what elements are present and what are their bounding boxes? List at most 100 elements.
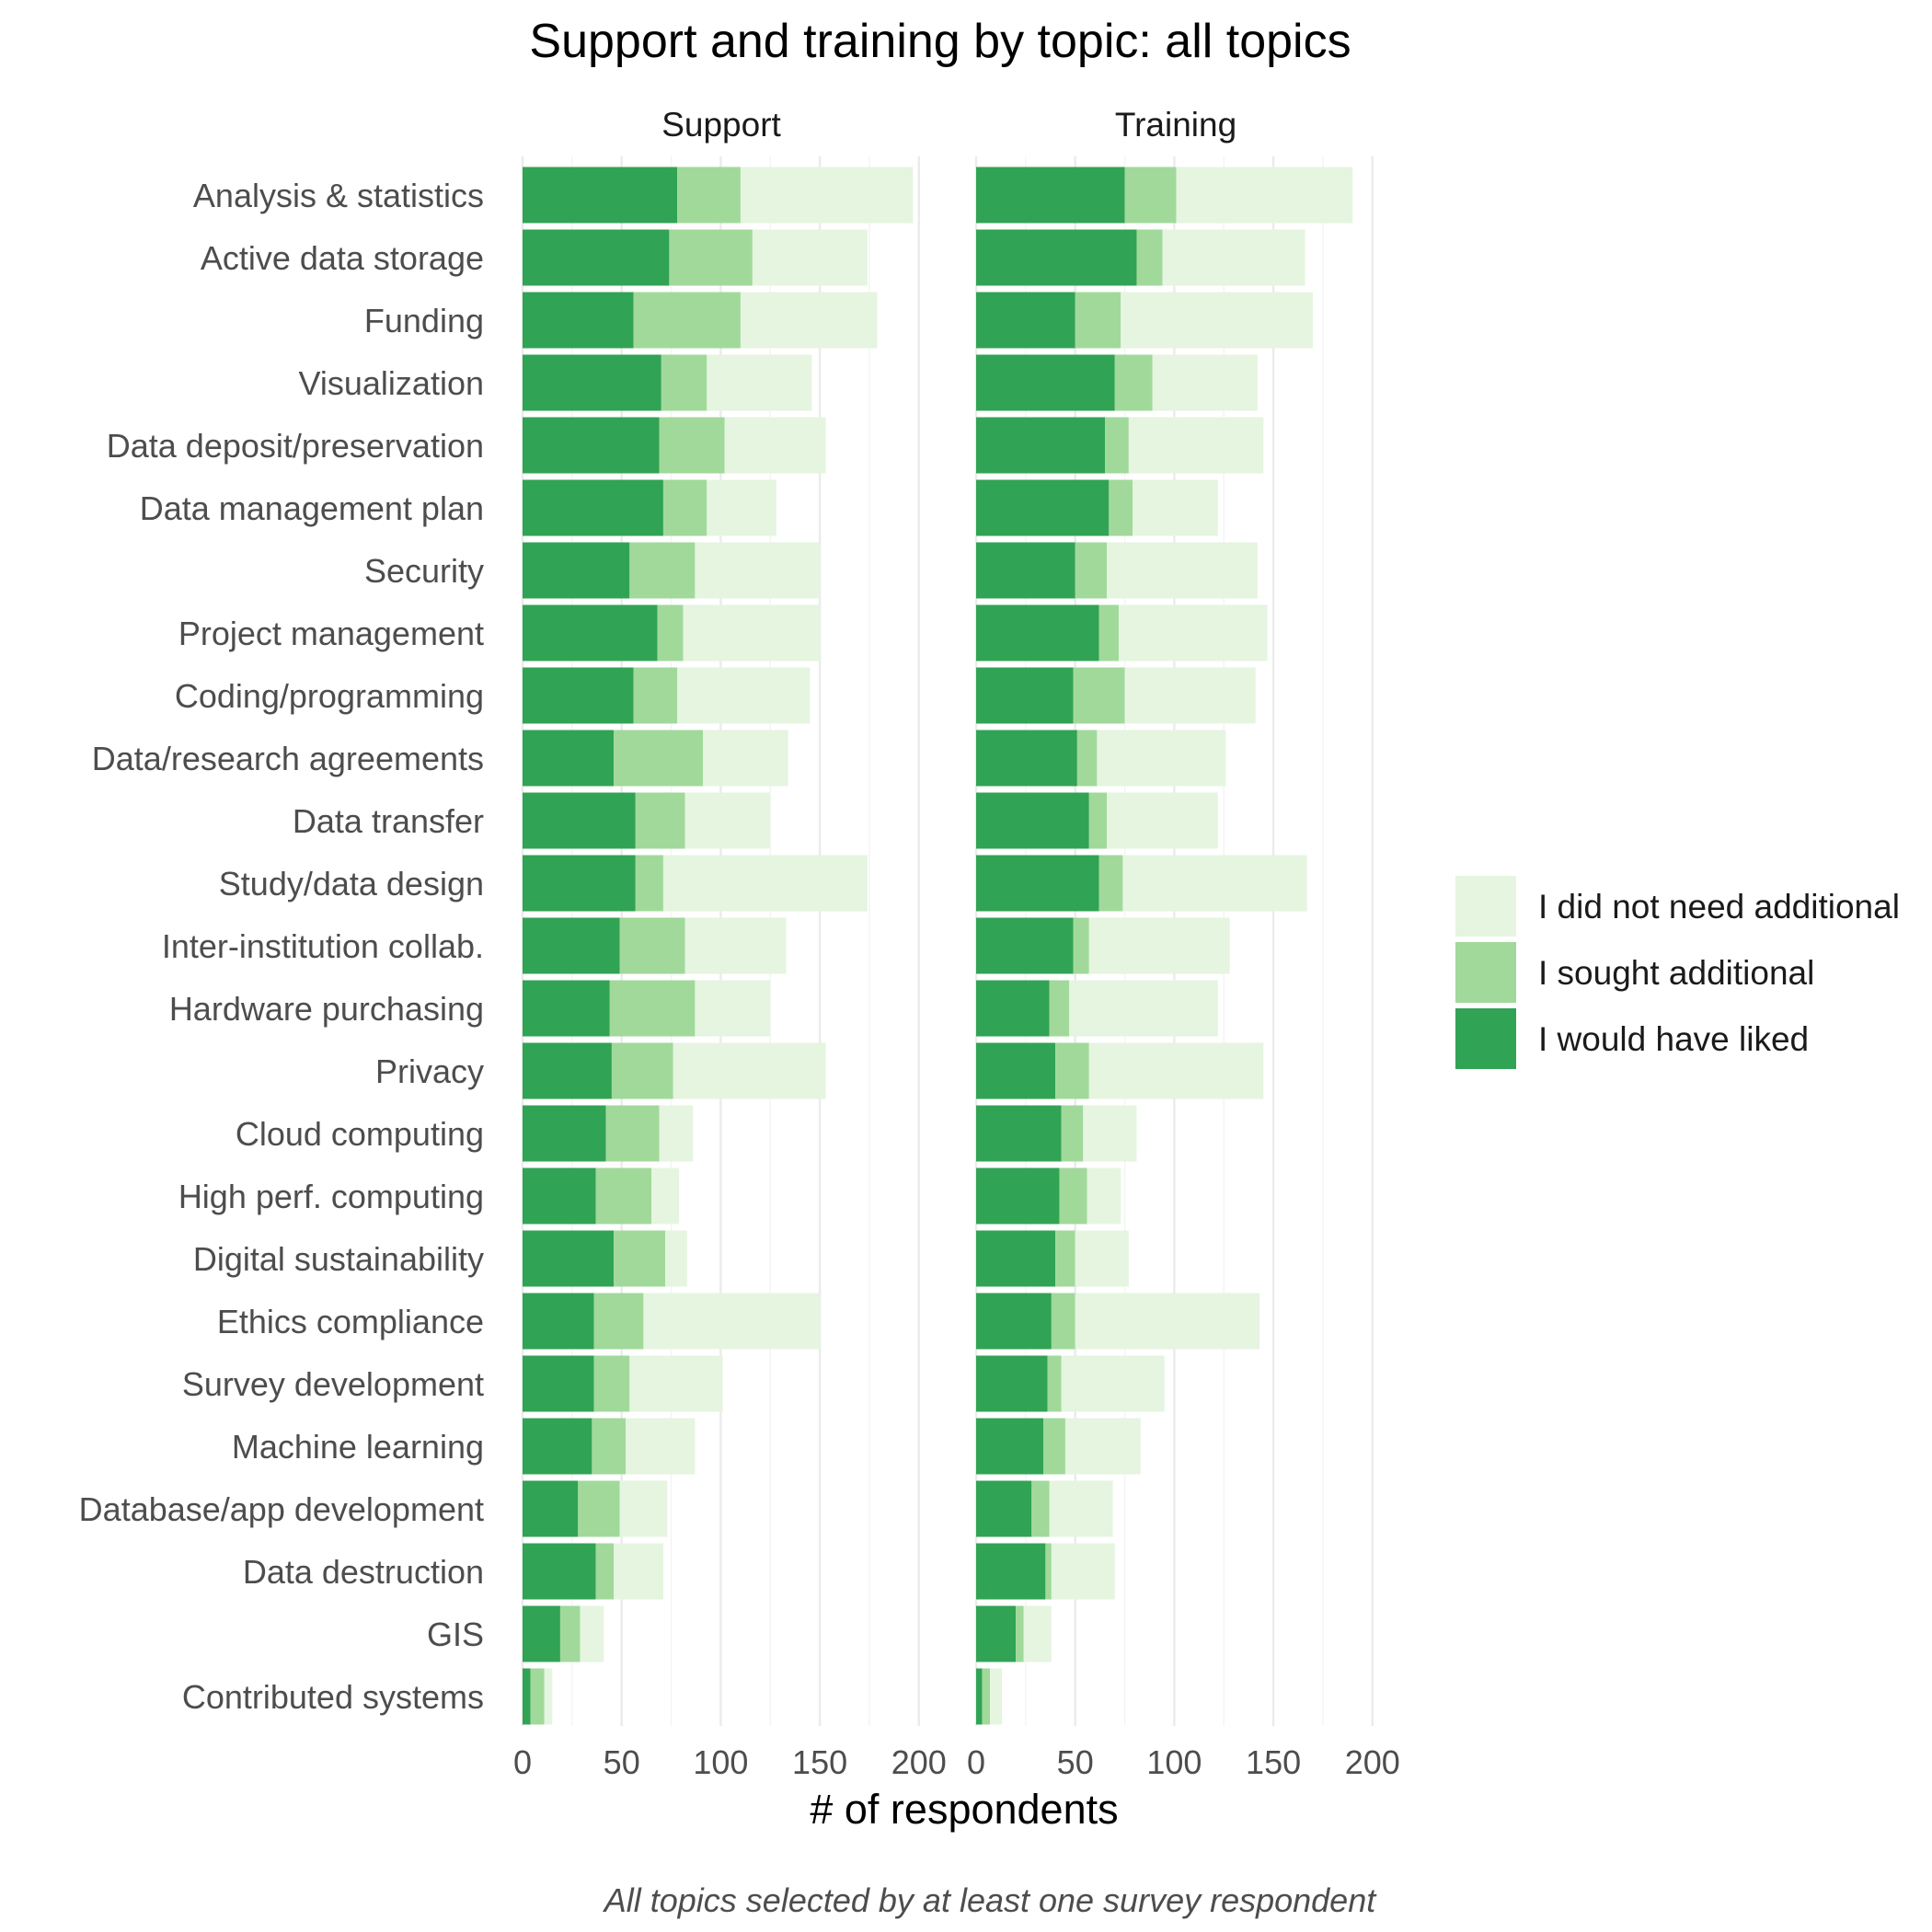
bar-support-project-management-i-would-have-liked	[523, 604, 658, 661]
bar-training-data-research-agreements-i-would-have-liked	[976, 730, 1077, 787]
x-tick-support-150: 150	[792, 1743, 847, 1781]
bar-training-funding-i-sought-additional	[1075, 292, 1121, 349]
bar-training-digital-sustainability-i-would-have-liked	[976, 1230, 1056, 1287]
bar-training-data-management-plan-i-did-not-need-additional	[1133, 479, 1218, 536]
bar-training-visualization-i-did-not-need-additional	[1152, 354, 1258, 411]
support-x-ticks: 0 50 100 150 200	[513, 1743, 947, 1781]
x-axis-label: # of respondents	[810, 1786, 1118, 1833]
bar-support-data-destruction-i-did-not-need-additional	[614, 1543, 663, 1600]
category-label-coding-programming: Coding/programming	[175, 677, 484, 715]
bar-support-ethics-compliance-i-would-have-liked	[523, 1293, 594, 1350]
bar-support-high-perf-computing-i-did-not-need-additional	[651, 1167, 680, 1225]
bar-training-security-i-would-have-liked	[976, 542, 1075, 599]
bar-training-data-management-plan-i-would-have-liked	[976, 479, 1110, 536]
x-tick-training-100: 100	[1146, 1743, 1202, 1781]
bar-training-data-research-agreements-i-sought-additional	[1076, 730, 1098, 787]
facet-support: Support 0 50 100 150 200	[513, 106, 947, 1781]
bar-support-privacy-i-would-have-liked	[523, 1042, 612, 1099]
bar-training-data-transfer-i-would-have-liked	[976, 792, 1089, 849]
bar-support-data-deposit-preservation-i-sought-additional	[659, 417, 725, 474]
bar-training-contributed-systems-i-would-have-liked	[976, 1668, 983, 1725]
bar-support-data-management-plan-i-did-not-need-additional	[707, 479, 776, 536]
bar-training-cloud-computing-i-would-have-liked	[976, 1105, 1062, 1162]
bar-training-survey-development-i-sought-additional	[1047, 1355, 1062, 1412]
bar-support-ethics-compliance-i-sought-additional	[593, 1293, 644, 1350]
bar-training-high-perf-computing-i-did-not-need-additional	[1087, 1167, 1121, 1225]
bar-support-gis-i-did-not-need-additional	[580, 1605, 604, 1662]
bar-support-security-i-sought-additional	[629, 542, 696, 599]
category-label-visualization: Visualization	[299, 364, 484, 402]
bar-training-gis-i-would-have-liked	[976, 1605, 1017, 1662]
bar-support-privacy-i-sought-additional	[611, 1042, 673, 1099]
bar-support-data-management-plan-i-would-have-liked	[523, 479, 663, 536]
bar-training-inter-institution-collab-i-did-not-need-additional	[1088, 917, 1230, 974]
bar-support-gis-i-would-have-liked	[523, 1605, 560, 1662]
bar-training-survey-development-i-would-have-liked	[976, 1355, 1048, 1412]
bar-support-hardware-purchasing-i-would-have-liked	[523, 980, 610, 1037]
x-tick-support-50: 50	[604, 1743, 640, 1781]
bar-support-analysis-statistics-i-did-not-need-additional	[740, 167, 914, 224]
bar-support-ethics-compliance-i-did-not-need-additional	[643, 1293, 821, 1350]
bar-support-study-data-design-i-did-not-need-additional	[662, 855, 868, 912]
bar-training-privacy-i-did-not-need-additional	[1088, 1042, 1264, 1099]
category-label-gis: GIS	[427, 1616, 484, 1653]
bar-support-survey-development-i-did-not-need-additional	[629, 1355, 723, 1412]
bar-training-digital-sustainability-i-did-not-need-additional	[1075, 1230, 1129, 1287]
bar-support-visualization-i-sought-additional	[661, 354, 707, 411]
bar-training-contributed-systems-i-did-not-need-additional	[990, 1668, 1003, 1725]
bar-support-machine-learning-i-sought-additional	[592, 1418, 627, 1475]
bar-training-data-destruction-i-did-not-need-additional	[1051, 1543, 1115, 1600]
bar-support-security-i-would-have-liked	[523, 542, 630, 599]
bar-training-high-perf-computing-i-would-have-liked	[976, 1167, 1060, 1225]
bar-support-privacy-i-did-not-need-additional	[673, 1042, 826, 1099]
bar-training-analysis-statistics-i-did-not-need-additional	[1176, 167, 1353, 224]
bar-training-project-management-i-sought-additional	[1098, 604, 1120, 661]
category-label-analysis-statistics: Analysis & statistics	[193, 177, 484, 214]
bar-training-hardware-purchasing-i-did-not-need-additional	[1069, 980, 1218, 1037]
bar-support-machine-learning-i-would-have-liked	[523, 1418, 592, 1475]
category-label-data-destruction: Data destruction	[243, 1553, 484, 1591]
bar-training-hardware-purchasing-i-would-have-liked	[976, 980, 1050, 1037]
bar-support-analysis-statistics-i-sought-additional	[677, 167, 741, 224]
bar-support-coding-programming-i-sought-additional	[633, 667, 678, 724]
bar-support-database-app-development-i-would-have-liked	[523, 1480, 579, 1537]
bar-training-active-data-storage-i-did-not-need-additional	[1162, 229, 1305, 286]
bar-support-digital-sustainability-i-did-not-need-additional	[665, 1230, 687, 1287]
category-labels: Analysis & statistics Active data storage…	[79, 177, 484, 1716]
bar-support-hardware-purchasing-i-sought-additional	[609, 980, 696, 1037]
bar-support-visualization-i-did-not-need-additional	[707, 354, 812, 411]
bar-support-database-app-development-i-did-not-need-additional	[619, 1480, 668, 1537]
bar-support-data-deposit-preservation-i-did-not-need-additional	[724, 417, 826, 474]
x-tick-training-50: 50	[1057, 1743, 1094, 1781]
bar-training-coding-programming-i-sought-additional	[1073, 667, 1125, 724]
bar-training-study-data-design-i-did-not-need-additional	[1122, 855, 1307, 912]
bar-support-active-data-storage-i-did-not-need-additional	[752, 229, 868, 286]
bar-training-database-app-development-i-would-have-liked	[976, 1480, 1032, 1537]
category-label-digital-sustainability: Digital sustainability	[193, 1240, 484, 1278]
bar-support-contributed-systems-i-would-have-liked	[523, 1668, 531, 1725]
bar-training-survey-development-i-did-not-need-additional	[1061, 1355, 1165, 1412]
bar-support-study-data-design-i-would-have-liked	[523, 855, 636, 912]
bar-support-machine-learning-i-did-not-need-additional	[626, 1418, 696, 1475]
bar-training-inter-institution-collab-i-would-have-liked	[976, 917, 1074, 974]
chart-title: Support and training by topic: all topic…	[529, 15, 1351, 68]
bar-training-security-i-sought-additional	[1075, 542, 1108, 599]
bar-training-data-transfer-i-sought-additional	[1088, 792, 1108, 849]
bar-training-machine-learning-i-did-not-need-additional	[1064, 1418, 1141, 1475]
bar-support-data-research-agreements-i-sought-additional	[614, 730, 704, 787]
x-tick-support-0: 0	[513, 1743, 532, 1781]
bar-training-data-deposit-preservation-i-sought-additional	[1105, 417, 1129, 474]
bar-training-analysis-statistics-i-would-have-liked	[976, 167, 1125, 224]
bar-training-data-transfer-i-did-not-need-additional	[1107, 792, 1218, 849]
category-label-hardware-purchasing: Hardware purchasing	[169, 990, 484, 1028]
bar-training-ethics-compliance-i-did-not-need-additional	[1075, 1293, 1260, 1350]
bar-training-gis-i-sought-additional	[1016, 1605, 1024, 1662]
bar-training-privacy-i-sought-additional	[1055, 1042, 1089, 1099]
bar-training-coding-programming-i-would-have-liked	[976, 667, 1074, 724]
category-label-machine-learning: Machine learning	[232, 1428, 484, 1466]
category-label-active-data-storage: Active data storage	[201, 239, 484, 277]
bar-support-project-management-i-did-not-need-additional	[683, 604, 821, 661]
legend-label-i-would-have-liked: I would have liked	[1538, 1020, 1809, 1058]
bar-support-inter-institution-collab-i-did-not-need-additional	[684, 917, 787, 974]
